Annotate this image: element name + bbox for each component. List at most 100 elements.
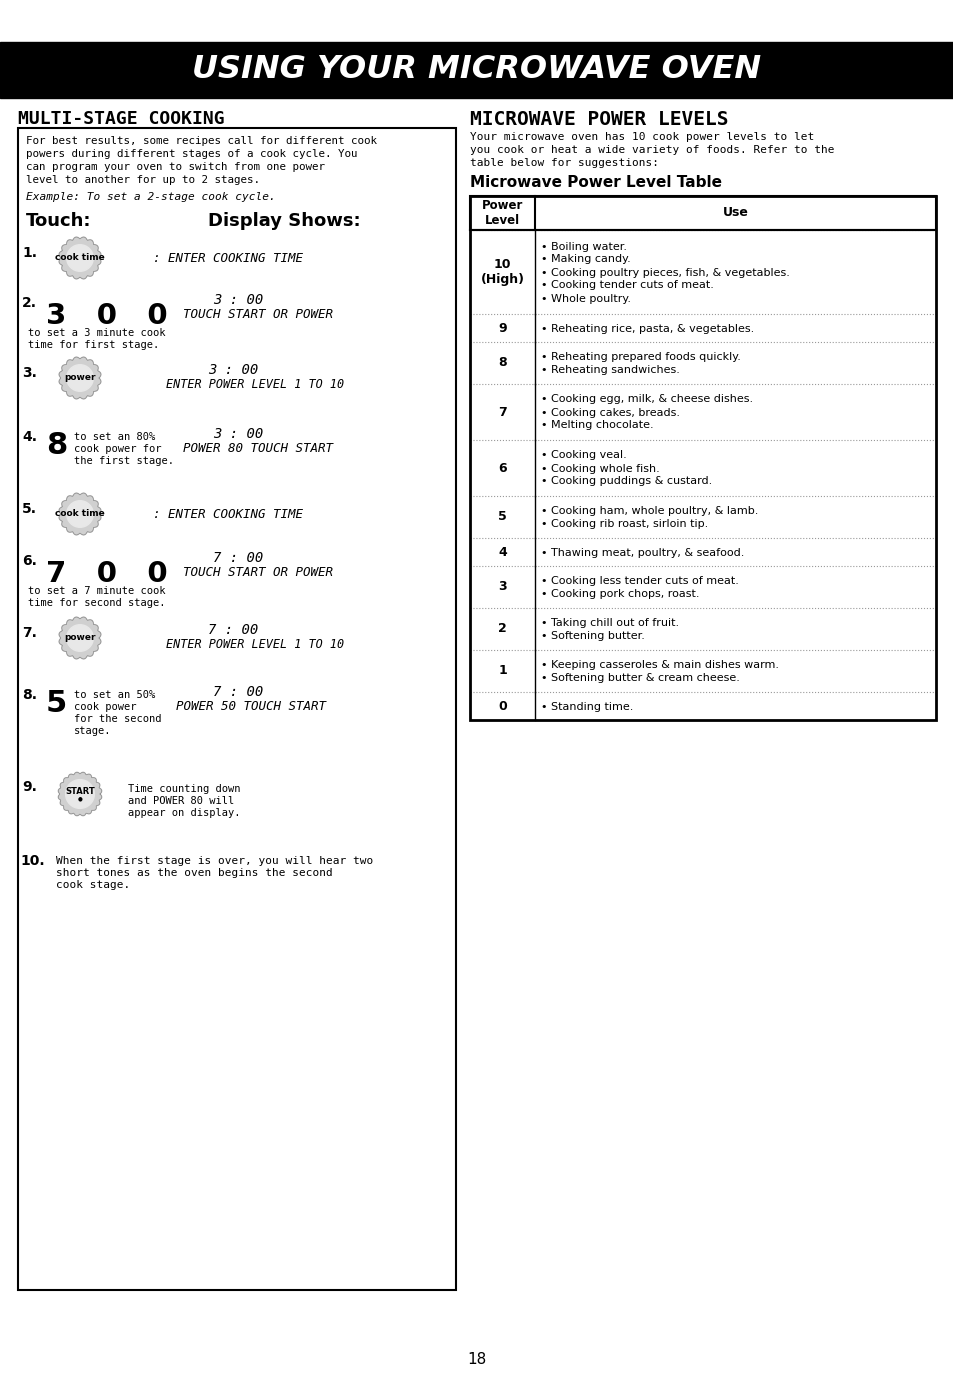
Text: ENTER POWER LEVEL 1 TO 10: ENTER POWER LEVEL 1 TO 10 xyxy=(166,378,344,390)
Circle shape xyxy=(66,779,94,808)
Text: : ENTER COOKING TIME: : ENTER COOKING TIME xyxy=(152,508,303,520)
Polygon shape xyxy=(58,772,102,815)
Text: • Cooking less tender cuts of meat.: • Cooking less tender cuts of meat. xyxy=(540,576,739,585)
Text: 6: 6 xyxy=(497,461,506,475)
Text: 7 : 00: 7 : 00 xyxy=(208,623,258,637)
Circle shape xyxy=(67,624,93,652)
Text: • Cooking veal.: • Cooking veal. xyxy=(540,451,626,461)
Text: • Reheating sandwiches.: • Reheating sandwiches. xyxy=(540,365,679,375)
Text: MICROWAVE POWER LEVELS: MICROWAVE POWER LEVELS xyxy=(470,109,728,129)
Text: : ENTER COOKING TIME: : ENTER COOKING TIME xyxy=(152,252,303,264)
Text: 5: 5 xyxy=(497,511,506,523)
Text: 8.: 8. xyxy=(22,688,37,702)
Bar xyxy=(0,42,953,98)
Text: START: START xyxy=(65,786,94,796)
Text: • Cooking egg, milk, & cheese dishes.: • Cooking egg, milk, & cheese dishes. xyxy=(540,394,752,404)
Text: Time counting down: Time counting down xyxy=(128,783,240,794)
Bar xyxy=(470,197,935,720)
Text: cook time: cook time xyxy=(55,253,105,263)
Text: 3: 3 xyxy=(497,580,506,594)
Text: 7: 7 xyxy=(497,406,506,418)
Text: 2.: 2. xyxy=(22,296,37,310)
Text: 1.: 1. xyxy=(22,246,37,260)
Text: 2: 2 xyxy=(497,623,506,635)
Text: level to another for up to 2 stages.: level to another for up to 2 stages. xyxy=(26,174,260,185)
Text: • Cooking cakes, breads.: • Cooking cakes, breads. xyxy=(540,407,679,418)
Text: 4: 4 xyxy=(497,545,506,559)
Text: to set an 50%: to set an 50% xyxy=(74,691,155,700)
Text: to set an 80%: to set an 80% xyxy=(74,432,155,441)
Text: • Cooking whole fish.: • Cooking whole fish. xyxy=(540,464,659,473)
Text: 3 : 00: 3 : 00 xyxy=(213,293,263,307)
Polygon shape xyxy=(59,493,101,536)
Text: can program your oven to switch from one power: can program your oven to switch from one… xyxy=(26,162,325,172)
Text: Power
Level: Power Level xyxy=(481,199,522,227)
Text: 7 : 00: 7 : 00 xyxy=(213,551,263,565)
Text: Example: To set a 2-stage cook cycle.: Example: To set a 2-stage cook cycle. xyxy=(26,192,275,202)
Text: TOUCH START OR POWER: TOUCH START OR POWER xyxy=(183,566,333,579)
Text: cook time: cook time xyxy=(55,509,105,519)
Text: cook power for: cook power for xyxy=(74,444,161,454)
Text: Display Shows:: Display Shows: xyxy=(208,212,360,230)
Text: time for second stage.: time for second stage. xyxy=(28,598,165,608)
Text: Your microwave oven has 10 cook power levels to let: Your microwave oven has 10 cook power le… xyxy=(470,131,814,143)
Text: 0: 0 xyxy=(497,699,506,713)
Text: MULTI-STAGE COOKING: MULTI-STAGE COOKING xyxy=(18,109,224,127)
Text: • Cooking ham, whole poultry, & lamb.: • Cooking ham, whole poultry, & lamb. xyxy=(540,507,758,516)
Text: • Reheating prepared foods quickly.: • Reheating prepared foods quickly. xyxy=(540,352,740,363)
Text: • Melting chocolate.: • Melting chocolate. xyxy=(540,421,653,430)
Text: POWER 80 TOUCH START: POWER 80 TOUCH START xyxy=(183,441,333,454)
Circle shape xyxy=(67,245,93,271)
Text: TOUCH START OR POWER: TOUCH START OR POWER xyxy=(183,307,333,321)
Text: POWER 50 TOUCH START: POWER 50 TOUCH START xyxy=(175,699,326,713)
Text: and POWER 80 will: and POWER 80 will xyxy=(128,796,234,805)
Text: you cook or heat a wide variety of foods. Refer to the: you cook or heat a wide variety of foods… xyxy=(470,145,834,155)
Polygon shape xyxy=(59,237,101,280)
Text: 10.: 10. xyxy=(20,854,45,868)
Text: powers during different stages of a cook cycle. You: powers during different stages of a cook… xyxy=(26,149,357,159)
Polygon shape xyxy=(59,357,101,399)
Text: • Whole poultry.: • Whole poultry. xyxy=(540,293,630,303)
Text: power: power xyxy=(64,634,95,642)
Text: • Cooking pork chops, roast.: • Cooking pork chops, roast. xyxy=(540,590,699,599)
Text: the first stage.: the first stage. xyxy=(74,455,173,466)
Circle shape xyxy=(67,365,93,392)
Text: table below for suggestions:: table below for suggestions: xyxy=(470,158,659,167)
Text: ●: ● xyxy=(77,797,82,801)
Text: Microwave Power Level Table: Microwave Power Level Table xyxy=(470,174,721,190)
Text: USING YOUR MICROWAVE OVEN: USING YOUR MICROWAVE OVEN xyxy=(193,54,760,86)
Text: 4.: 4. xyxy=(22,430,37,444)
Text: to set a 3 minute cook: to set a 3 minute cook xyxy=(28,328,165,338)
Bar xyxy=(18,127,456,1290)
Text: • Thawing meat, poultry, & seafood.: • Thawing meat, poultry, & seafood. xyxy=(540,548,743,558)
Text: 3 : 00: 3 : 00 xyxy=(213,428,263,441)
Text: for the second: for the second xyxy=(74,714,161,724)
Text: 9: 9 xyxy=(497,321,506,335)
Text: to set a 7 minute cook: to set a 7 minute cook xyxy=(28,585,165,597)
Text: • Taking chill out of fruit.: • Taking chill out of fruit. xyxy=(540,619,679,628)
Text: • Cooking puddings & custard.: • Cooking puddings & custard. xyxy=(540,476,712,487)
Polygon shape xyxy=(59,617,101,659)
Text: 9.: 9. xyxy=(22,781,37,794)
Text: 10
(High): 10 (High) xyxy=(480,257,524,286)
Text: power: power xyxy=(64,374,95,382)
Circle shape xyxy=(67,501,93,527)
Text: 3 : 00: 3 : 00 xyxy=(208,363,258,376)
Text: 5: 5 xyxy=(46,689,67,718)
Text: 7   0   0: 7 0 0 xyxy=(46,561,168,588)
Text: • Boiling water.: • Boiling water. xyxy=(540,241,626,252)
Text: • Reheating rice, pasta, & vegetables.: • Reheating rice, pasta, & vegetables. xyxy=(540,324,754,334)
Text: 7.: 7. xyxy=(22,626,37,639)
Text: 3   0   0: 3 0 0 xyxy=(46,302,168,329)
Text: 8: 8 xyxy=(46,432,67,461)
Text: stage.: stage. xyxy=(74,727,112,736)
Text: 5.: 5. xyxy=(22,502,37,516)
Text: • Cooking poultry pieces, fish, & vegetables.: • Cooking poultry pieces, fish, & vegeta… xyxy=(540,267,789,278)
Text: cook stage.: cook stage. xyxy=(56,880,131,890)
Text: short tones as the oven begins the second: short tones as the oven begins the secon… xyxy=(56,868,333,877)
Text: 7 : 00: 7 : 00 xyxy=(213,685,263,699)
Text: 8: 8 xyxy=(497,357,506,370)
Text: When the first stage is over, you will hear two: When the first stage is over, you will h… xyxy=(56,855,373,866)
Text: cook power: cook power xyxy=(74,702,136,711)
Text: Touch:: Touch: xyxy=(26,212,91,230)
